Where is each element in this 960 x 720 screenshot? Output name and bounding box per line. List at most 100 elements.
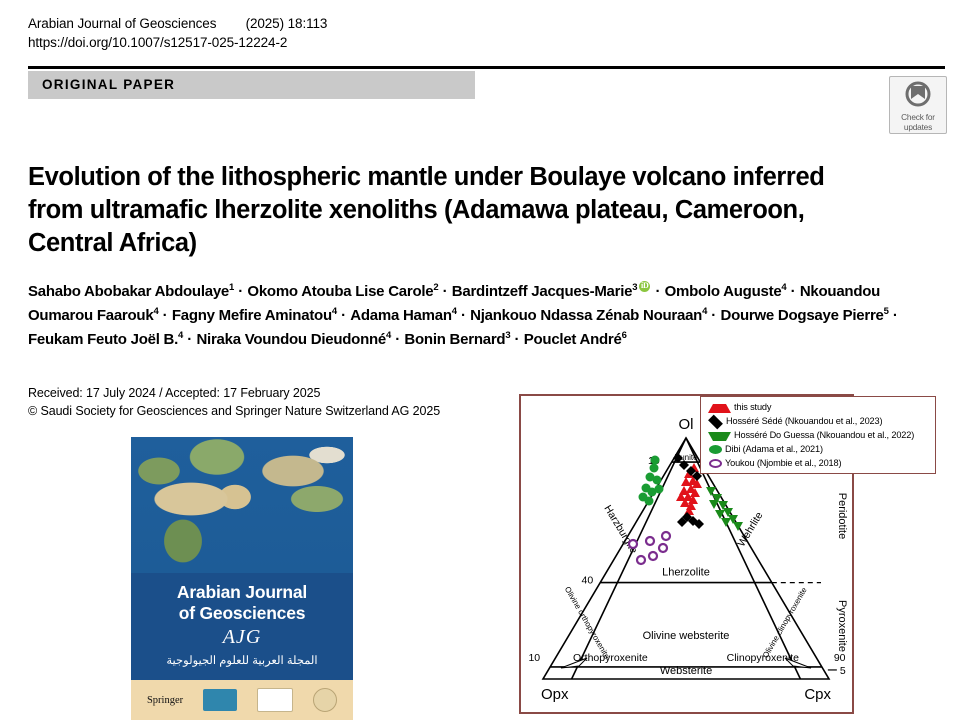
orthopyroxenite-pointer-arrow	[560, 657, 588, 669]
doi-line[interactable]: https://doi.org/10.1007/s12517-025-12224…	[28, 35, 288, 50]
data-point	[681, 477, 691, 486]
legend-label: Hosséré Sédé (Nkouandou et al., 2023)	[726, 416, 883, 426]
data-point	[649, 463, 659, 473]
data-point	[718, 501, 728, 510]
legend-marker-circle-open-icon	[709, 459, 722, 468]
author-name: Feukam Feuto Joël B.	[28, 331, 179, 348]
bracket-label-pyroxenite: Pyroxenite	[836, 600, 848, 652]
data-point	[645, 472, 655, 482]
publication-meta: Received: 17 July 2024 / Accepted: 17 Fe…	[28, 384, 548, 420]
author-name: Fagny Mefire Aminatou	[171, 307, 332, 324]
legend-item[interactable]: Dibi (Adama et al., 2021)	[707, 442, 931, 456]
cover-world-map	[131, 437, 353, 573]
author-affiliation-marker: 5	[883, 306, 889, 317]
ternary-diagram-svg: OlOpxCpx104010905DuniteHarzburgiteWehrli…	[528, 416, 848, 703]
legend-marker-triangle-down-icon	[708, 431, 731, 441]
received-accepted-line: Received: 17 July 2024 / Accepted: 17 Fe…	[28, 386, 321, 400]
cover-badge-university-icon	[203, 689, 238, 711]
apex-label-opx: Opx	[541, 686, 569, 703]
check-for-updates-icon	[905, 81, 931, 107]
tick-label-10-base: 10	[528, 652, 540, 664]
author-affiliation-marker: 4	[331, 306, 337, 317]
author-name: Dourwe Dogsaye Pierre	[720, 307, 884, 324]
author-affiliation-marker: 2	[433, 282, 439, 293]
data-series-1	[673, 453, 704, 529]
data-point	[709, 500, 719, 509]
cover-title-line2: of Geosciences	[178, 603, 306, 623]
data-point	[673, 453, 683, 463]
cover-title-panel: Arabian Journal of Geosciences AJG المجل…	[131, 573, 353, 680]
author-list: Sahabo Abobakar Abdoulaye1 · Okomo Atoub…	[28, 280, 933, 352]
legend-label: Hosséré Do Guessa (Nkouandou et al., 202…	[734, 430, 915, 440]
cover-badge-check-icon	[257, 688, 294, 712]
author-affiliation-marker: 3	[505, 330, 511, 341]
journal-citation-line: Arabian Journal of Geosciences (2025) 18…	[28, 16, 328, 31]
data-point	[721, 518, 731, 527]
cover-title-line1: Arabian Journal	[176, 582, 308, 602]
legend-label: this study	[734, 402, 772, 412]
author-separator: ·	[336, 307, 351, 324]
field-label-dunite: Dunite	[674, 453, 698, 462]
clinopyroxenite-pointer-arrow	[784, 657, 812, 669]
author-affiliation-marker: 4	[178, 330, 184, 341]
data-point	[644, 496, 654, 506]
section-type-band: ORIGINAL PAPER	[28, 71, 475, 99]
cover-publisher-label: Springer	[146, 694, 184, 706]
author-separator: ·	[510, 331, 524, 348]
data-point	[677, 517, 687, 527]
field-label-lherzolite: Lherzolite	[662, 567, 710, 579]
field-label-orthopyroxenite: Orthopyroxenite	[573, 652, 648, 664]
author-name: Niraka Voundou Dieudonné	[196, 331, 387, 348]
author-affiliation-marker: 4	[451, 306, 457, 317]
chart-legend: this study Hosséré Sédé (Nkouandou et al.…	[700, 396, 936, 474]
data-point	[676, 492, 686, 501]
author-name: Pouclet André	[523, 331, 622, 348]
data-point	[652, 475, 662, 485]
author-separator: ·	[456, 307, 471, 324]
data-point	[728, 515, 738, 524]
data-point	[679, 460, 689, 470]
author-affiliation-marker: 4	[386, 330, 392, 341]
data-point	[654, 484, 664, 494]
data-point	[635, 554, 647, 566]
data-series-4	[627, 530, 672, 566]
apex-label-ol: Ol	[679, 416, 694, 433]
legend-label: Youkou (Njombie et al., 2018)	[725, 458, 842, 468]
legend-marker-circle-icon	[709, 445, 722, 454]
author-affiliation-marker: 4	[702, 306, 708, 317]
data-point	[690, 488, 700, 497]
legend-item[interactable]: this study	[707, 400, 931, 414]
header-rule	[28, 66, 945, 69]
check-for-updates-badge[interactable]: Check for updates	[889, 76, 947, 134]
author-name: Njankouo Ndassa Zénab Nouraan	[470, 307, 703, 324]
harzburgite-lherzolite-boundary-line	[570, 437, 687, 680]
data-point	[679, 486, 689, 495]
data-point	[706, 487, 716, 496]
cover-footer: Springer	[131, 680, 353, 720]
data-point	[644, 535, 656, 547]
cover-arabic-subtitle: المجلة العربية للعلوم الجيولوجية	[166, 655, 318, 667]
tick-label-5: 5	[840, 665, 846, 677]
section-type-label: ORIGINAL PAPER	[42, 77, 176, 92]
author-separator: ·	[651, 283, 665, 300]
author-separator: ·	[391, 331, 405, 348]
author-affiliation-marker: 6	[621, 330, 627, 341]
data-point	[647, 550, 659, 562]
data-point	[683, 492, 693, 501]
data-point	[733, 522, 743, 531]
data-point	[647, 487, 657, 497]
data-point	[715, 510, 725, 519]
legend-item[interactable]: Hosséré Sédé (Nkouandou et al., 2023)	[707, 414, 931, 430]
legend-item[interactable]: Youkou (Njombie et al., 2018)	[707, 456, 931, 470]
apex-label-cpx: Cpx	[804, 686, 831, 703]
author-separator: ·	[158, 307, 172, 324]
author-affiliation-marker: 4	[153, 306, 159, 317]
check-updates-line2: updates	[903, 121, 933, 132]
legend-item[interactable]: Hosséré Do Guessa (Nkouandou et al., 202…	[707, 428, 931, 442]
orcid-icon[interactable]	[639, 280, 651, 292]
author-name: Bonin Bernard	[404, 331, 506, 348]
bracket-label-peridotite: Peridotite	[836, 493, 848, 539]
author-separator: ·	[707, 307, 721, 324]
field-label-olivine-websterite: Olivine websterite	[643, 630, 730, 642]
data-point	[657, 542, 669, 554]
